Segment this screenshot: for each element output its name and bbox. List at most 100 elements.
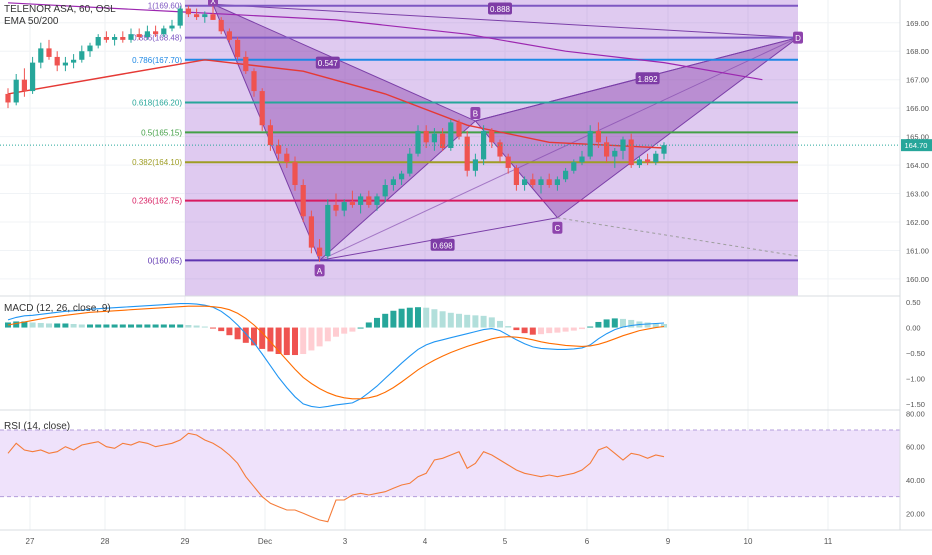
candle-body: [563, 170, 569, 180]
candle: [210, 5, 216, 20]
candle-body: [366, 196, 372, 205]
candle-body: [79, 51, 85, 60]
pattern-point-label: X: [210, 0, 216, 6]
candle-body: [489, 130, 495, 143]
pattern-point-label: C: [555, 224, 561, 233]
macd-histogram-bar: [423, 307, 430, 328]
candle-body: [194, 14, 200, 18]
rsi-axis-tick: 20.00: [906, 509, 925, 518]
pattern-ratio-label: 0.888: [490, 5, 511, 14]
candle: [30, 56, 36, 94]
macd-histogram-bar: [185, 325, 192, 328]
pattern-point-label: B: [473, 109, 478, 118]
candle-body: [218, 19, 224, 32]
macd-histogram-bar: [37, 322, 44, 328]
macd-axis-tick: −1.00: [906, 374, 925, 383]
macd-histogram-bar: [431, 309, 438, 328]
candle: [177, 5, 183, 29]
macd-histogram-bar: [87, 324, 93, 328]
candle: [103, 31, 109, 43]
candle: [538, 176, 544, 194]
candle-body: [554, 179, 560, 185]
macd-histogram-bar: [144, 324, 151, 328]
candle-body: [62, 62, 68, 66]
pattern-point-label: A: [317, 267, 323, 276]
price-axis-tick: 164.00: [906, 161, 929, 170]
candle: [636, 156, 642, 168]
candle: [579, 150, 585, 166]
macd-axis-tick: −0.50: [906, 349, 925, 358]
candle: [513, 165, 519, 191]
price-axis-tick: 165.00: [906, 133, 929, 142]
candle-body: [645, 159, 651, 163]
candle-body: [251, 71, 257, 92]
pattern-ratio-label: 0.698: [433, 241, 454, 250]
last-price-label: 164.70: [905, 141, 928, 150]
macd-histogram-bar: [29, 322, 36, 328]
rsi-axis-tick: 80.00: [906, 409, 925, 418]
candle-body: [235, 39, 241, 57]
macd-histogram-bar: [603, 319, 610, 328]
candle: [612, 148, 618, 168]
candle-body: [21, 79, 27, 92]
fib-level-label: 0(160.65): [148, 256, 183, 265]
candle-body: [530, 179, 536, 185]
candle: [251, 68, 257, 97]
macd-histogram-bar: [611, 318, 618, 328]
macd-histogram-bar: [546, 327, 553, 334]
price-axis-tick: 168.00: [906, 47, 929, 56]
candle-body: [661, 145, 667, 154]
candle-body: [653, 153, 659, 163]
pattern-ratio-box: [430, 238, 455, 251]
macd-histogram-bar: [349, 327, 356, 332]
pattern-ratio-box: [488, 2, 512, 15]
macd-histogram-bar: [46, 323, 52, 328]
macd-histogram-bar: [111, 324, 118, 328]
candle-body: [497, 142, 503, 157]
candle: [440, 128, 446, 151]
candle-body: [440, 133, 446, 148]
candle: [120, 31, 126, 43]
candle: [628, 133, 634, 168]
candle-body: [54, 56, 60, 66]
macd-histogram-bar: [5, 322, 11, 328]
candle-body: [185, 8, 191, 15]
projection-line: [557, 217, 799, 257]
candle: [79, 45, 85, 63]
candle-body: [202, 14, 208, 18]
macd-histogram-bar: [152, 324, 159, 328]
candle-body: [620, 139, 626, 151]
time-axis-tick: 6: [585, 537, 590, 546]
macd-histogram-bar: [587, 326, 594, 328]
macd-histogram-bar: [579, 327, 585, 330]
candle-body: [112, 37, 118, 40]
macd-histogram-bar: [439, 311, 446, 328]
candle: [530, 173, 536, 188]
rsi-line: [7, 432, 665, 523]
macd-histogram-bar: [103, 324, 110, 328]
candle: [317, 239, 323, 262]
macd-histogram-bar: [78, 324, 85, 328]
macd-histogram-bar: [521, 327, 528, 334]
candle-body: [448, 122, 454, 148]
candle: [112, 34, 118, 46]
candle: [161, 25, 167, 37]
candle-body: [87, 45, 93, 52]
time-axis-tick: 3: [343, 537, 348, 546]
time-axis-tick: 4: [423, 537, 428, 546]
macd-histogram-bar: [488, 317, 495, 328]
pattern-ratio-box: [635, 72, 660, 85]
macd-line: [7, 303, 665, 409]
candle-body: [407, 153, 413, 174]
macd-histogram-bar: [119, 324, 126, 328]
macd-histogram-bar: [300, 327, 307, 355]
macd-histogram-bar: [480, 315, 487, 328]
candle: [5, 88, 11, 109]
candle-body: [136, 34, 142, 37]
time-axis-tick: 27: [26, 537, 35, 546]
candle-body: [546, 179, 552, 185]
candle-body: [226, 31, 232, 40]
ema-legend: EMA 50/200: [4, 16, 59, 27]
macd-histogram-bar: [210, 327, 216, 329]
